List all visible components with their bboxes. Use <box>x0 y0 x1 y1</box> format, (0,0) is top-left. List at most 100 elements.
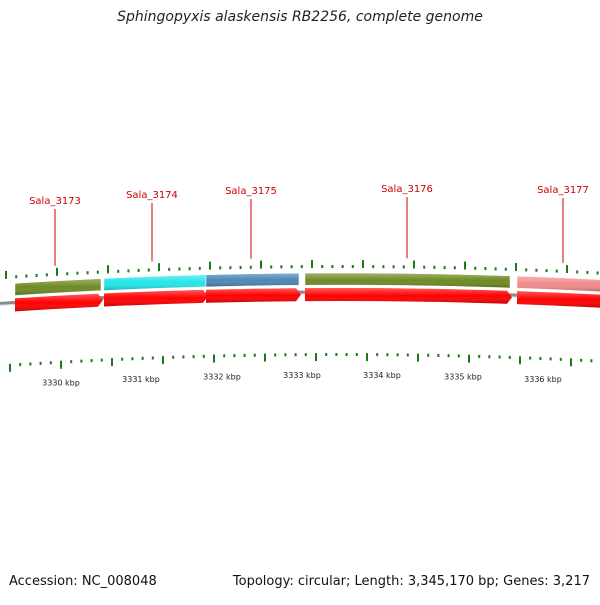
tick-major-top <box>311 260 313 269</box>
tick-minor-top <box>198 266 201 270</box>
tick-minor-top <box>341 265 344 269</box>
tick-minor-bottom <box>447 354 450 358</box>
genome-summary-text: Topology: circular; Length: 3,345,170 bp… <box>232 574 590 589</box>
tick-minor-top <box>137 268 140 272</box>
tick-minor-bottom <box>437 353 440 357</box>
tick-minor-bottom <box>19 363 22 367</box>
tick-minor-bottom <box>172 355 175 359</box>
tick-minor-top <box>321 265 324 269</box>
tick-minor-bottom <box>182 355 185 359</box>
tick-minor-bottom <box>355 353 358 357</box>
gene-block-shade <box>517 276 600 292</box>
tick-minor-top <box>25 274 28 278</box>
tick-minor-bottom <box>396 353 399 357</box>
tick-minor-bottom <box>478 354 481 358</box>
tick-minor-bottom <box>580 358 583 362</box>
axis-label: 3335 kbp <box>444 372 482 381</box>
tick-minor-bottom <box>488 355 491 359</box>
tick-minor-top <box>392 265 395 269</box>
tick-minor-top <box>96 270 99 274</box>
tick-major-top <box>515 263 517 272</box>
tick-major-bottom <box>315 353 317 362</box>
tick-minor-bottom <box>80 359 83 363</box>
genome-title: Sphingopyxis alaskensis RB2256, complete… <box>117 9 483 25</box>
gene-block-shade <box>206 273 299 287</box>
tick-major-top <box>56 267 58 276</box>
tick-minor-bottom <box>151 356 154 360</box>
tick-minor-bottom <box>49 361 52 365</box>
axis-label: 3332 kbp <box>203 372 241 381</box>
gene-labels: Sala_3173 Sala_3174 Sala_3175 Sala_3176 Sala… <box>29 184 589 266</box>
tick-minor-top <box>239 265 242 269</box>
axis-label: 3331 kbp <box>122 375 160 384</box>
tick-minor-bottom <box>304 353 307 357</box>
tick-minor-top <box>147 268 150 272</box>
tick-major-top <box>464 261 466 270</box>
tick-minor-bottom <box>131 357 134 361</box>
gene-label: Sala_3174 <box>126 190 178 201</box>
axis-labels: 3330 kbp 3331 kbp 3332 kbp 3333 kbp 3334 kbp… <box>42 371 562 388</box>
tick-minor-top <box>474 266 477 270</box>
tick-minor-top <box>504 267 507 271</box>
tick-major-bottom <box>468 354 470 363</box>
tick-minor-top <box>270 265 273 269</box>
gene-label: Sala_3176 <box>381 184 433 195</box>
tick-major-bottom <box>417 353 419 362</box>
tick-major-bottom <box>264 353 266 362</box>
tick-minor-top <box>555 269 558 273</box>
tick-minor-top <box>117 269 120 273</box>
tick-minor-bottom <box>243 353 246 357</box>
tick-minor-top <box>586 270 589 274</box>
tick-minor-top <box>66 272 69 276</box>
gene-track <box>14 272 600 312</box>
tick-major-bottom <box>570 358 572 367</box>
axis-label: 3334 kbp <box>363 371 401 380</box>
tick-minor-top <box>229 266 232 270</box>
tick-minor-bottom <box>284 353 287 357</box>
tick-minor-top <box>484 267 487 271</box>
tick-minor-bottom <box>345 353 348 357</box>
gene-label: Sala_3175 <box>225 186 277 197</box>
tick-minor-bottom <box>39 361 42 365</box>
tick-major-top <box>158 263 160 272</box>
tick-minor-top <box>280 265 283 269</box>
tick-major-bottom <box>366 353 368 362</box>
tick-minor-top <box>351 265 354 269</box>
tick-minor-top <box>372 265 375 269</box>
tick-minor-bottom <box>274 353 277 357</box>
tick-minor-top <box>423 265 426 269</box>
tick-minor-top <box>596 271 599 275</box>
axis-label: 3336 kbp <box>524 375 562 384</box>
tick-minor-bottom <box>121 357 124 361</box>
tick-major-bottom <box>213 354 215 363</box>
tick-minor-top <box>382 265 385 269</box>
tick-minor-bottom <box>427 353 430 357</box>
tick-minor-top <box>443 266 446 270</box>
gene-label: Sala_3177 <box>537 185 589 196</box>
strand-arrow-shade <box>517 291 600 308</box>
gene-block-shade <box>15 278 101 296</box>
tick-minor-bottom <box>253 353 256 357</box>
tick-minor-top <box>188 267 191 271</box>
tick-minor-bottom <box>386 353 389 357</box>
tick-minor-top <box>45 273 48 277</box>
gene-label: Sala_3173 <box>29 196 81 207</box>
gene-block-shade <box>104 274 206 291</box>
tick-minor-top <box>494 267 497 271</box>
tick-minor-top <box>86 271 89 275</box>
tick-minor-bottom <box>70 360 73 364</box>
tick-minor-bottom <box>90 359 93 363</box>
strand-arrow-shade <box>104 289 208 307</box>
tick-minor-bottom <box>192 355 195 359</box>
tick-minor-top <box>249 265 252 269</box>
tick-minor-bottom <box>457 354 460 358</box>
tick-minor-bottom <box>223 354 226 358</box>
tick-marks <box>5 260 599 372</box>
tick-minor-bottom <box>376 353 379 357</box>
tick-minor-bottom <box>406 353 409 357</box>
tick-minor-bottom <box>202 354 205 358</box>
strand-arrow-shade <box>206 288 301 303</box>
tick-minor-top <box>290 265 293 269</box>
